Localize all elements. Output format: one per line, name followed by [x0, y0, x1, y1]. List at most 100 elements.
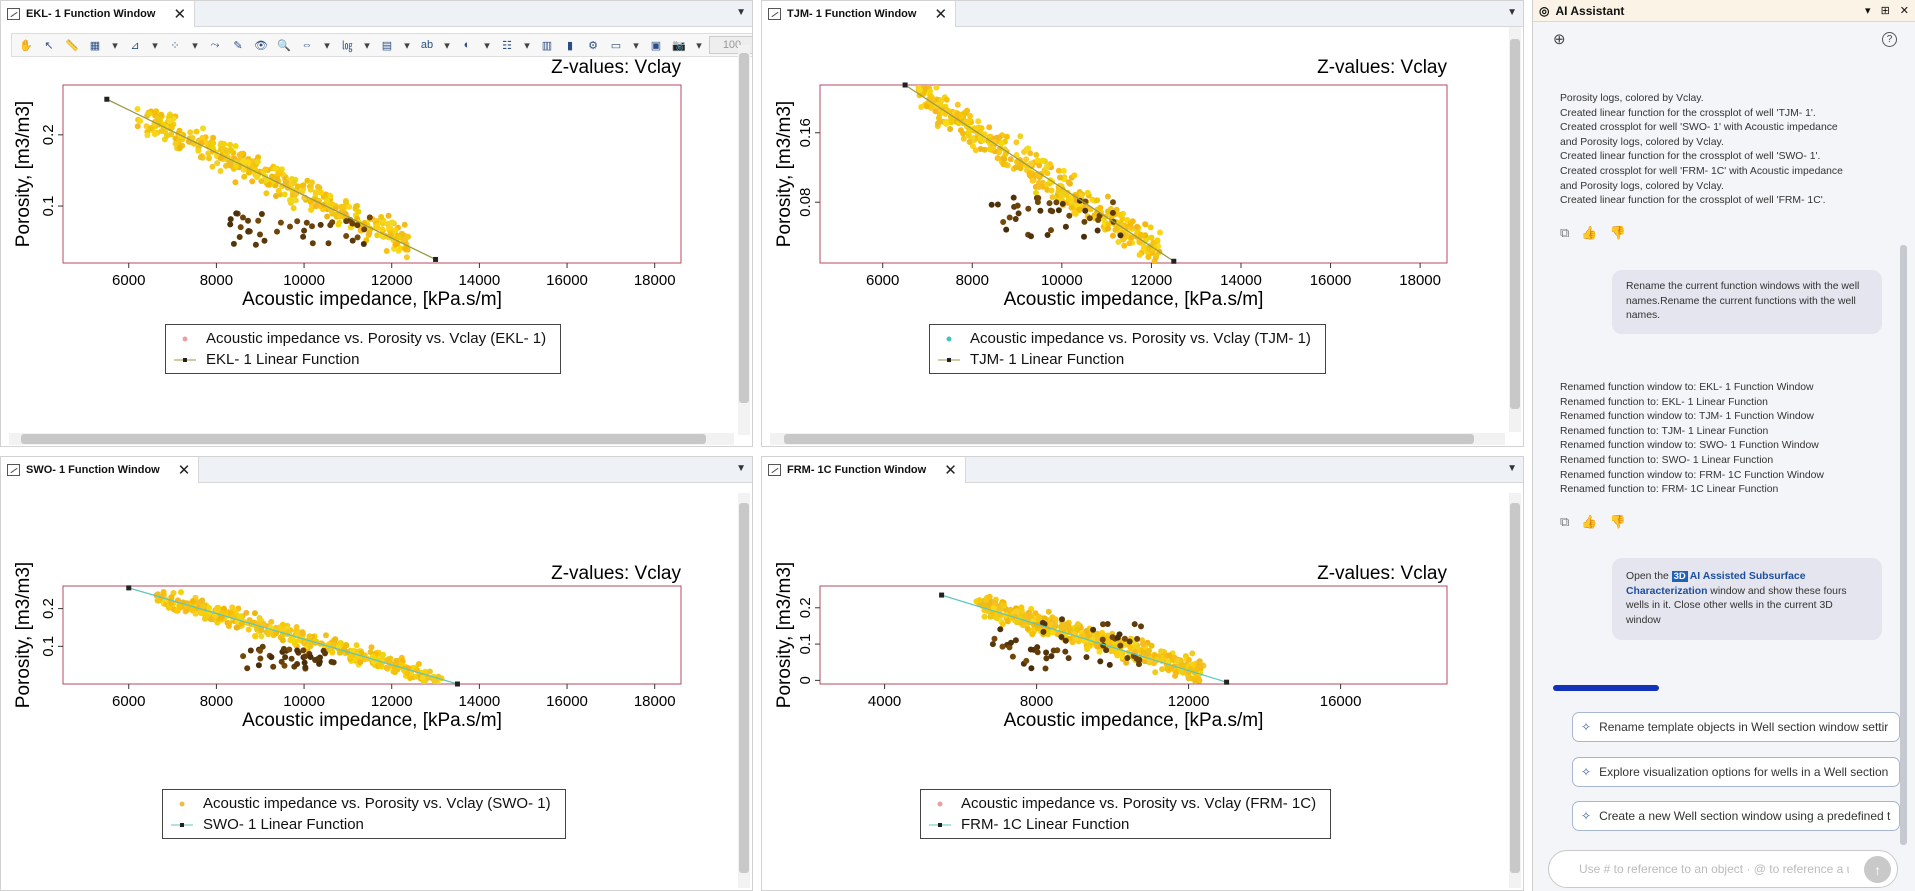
grid-icon[interactable]: ▤	[381, 39, 393, 52]
bar-chart-icon[interactable]: ▥	[541, 39, 553, 52]
data-point-dark	[1117, 232, 1124, 239]
draw-line-icon[interactable]: ✎	[233, 39, 243, 52]
tab-menu-chevron-icon[interactable]: ▼	[736, 7, 746, 18]
data-point	[377, 662, 384, 668]
new-chat-icon[interactable]: ⊕	[1553, 31, 1566, 48]
y-axis-label: Porosity, [m3/m3]	[774, 101, 795, 247]
data-points	[153, 589, 445, 684]
pan-tool-icon[interactable]: ✋	[19, 39, 33, 52]
data-point	[258, 627, 265, 634]
close-icon[interactable]: ✕	[177, 462, 191, 479]
axis-icon[interactable]: ⊿	[130, 39, 140, 52]
settings-icon[interactable]: ⚙	[588, 39, 598, 52]
linear-function-endpoint	[902, 82, 908, 88]
tab-frm-function-window[interactable]: FRM- 1C Function Window ✕	[762, 457, 966, 483]
suggestion-chip[interactable]: ✧ Rename template objects in Well section…	[1572, 712, 1900, 742]
tab-swo-function-window[interactable]: SWO- 1 Function Window ✕	[1, 457, 200, 483]
chevron-down-icon[interactable]: ▾	[524, 39, 530, 52]
select-arrow-icon[interactable]: ↖	[44, 39, 54, 52]
thumbs-up-icon[interactable]: 👍	[1581, 514, 1598, 529]
help-icon[interactable]: ?	[1882, 31, 1897, 47]
column-chart-icon[interactable]: ▮	[566, 39, 574, 52]
copy-icon[interactable]: ⧉	[1560, 225, 1570, 240]
ai-panel-scrollbar[interactable]	[1900, 245, 1907, 845]
y-tick-label: 0.2	[40, 124, 57, 145]
data-point-dark	[1059, 200, 1066, 207]
pin-icon[interactable]: ⊞	[1880, 5, 1890, 17]
horizontal-scrollbar[interactable]	[9, 433, 734, 445]
data-point	[1094, 635, 1101, 642]
data-point	[1096, 648, 1103, 655]
crossplot-chart[interactable]: Z-values: Vclay 6000 8000 10000 12000 14000 16…	[762, 1, 1507, 421]
ruler-icon[interactable]: 📏	[65, 39, 79, 52]
camera-icon[interactable]: 📷	[672, 39, 686, 52]
data-point	[957, 127, 964, 134]
tab-ekl-function-window[interactable]: EKL- 1 Function Window ✕	[1, 1, 196, 27]
chevron-down-icon[interactable]: ▾	[404, 39, 410, 52]
tab-menu-chevron-icon[interactable]: ▼	[1507, 463, 1517, 474]
zoom-icon[interactable]: 🔍	[277, 39, 291, 52]
data-point	[1045, 631, 1051, 638]
data-point	[214, 160, 221, 167]
data-point-dark	[1126, 638, 1133, 645]
color-icon[interactable]: ◐	[463, 39, 471, 51]
data-point	[923, 103, 930, 110]
legend-icon[interactable]: ☷	[502, 39, 512, 52]
tab-menu-chevron-icon[interactable]: ▼	[736, 463, 746, 474]
close-icon[interactable]: ✕	[944, 462, 957, 479]
panel-menu-chevron-icon[interactable]: ▾	[1865, 5, 1871, 17]
chevron-down-icon[interactable]: ▾	[324, 39, 330, 52]
suggestion-chip[interactable]: ✧ Create a new Well section window using …	[1572, 801, 1900, 831]
chevron-down-icon[interactable]: ▾	[364, 39, 370, 52]
thumbs-up-icon[interactable]: 👍	[1581, 225, 1598, 240]
thumbs-down-icon[interactable]: 👎	[1609, 514, 1626, 529]
trend-icon[interactable]: ⤳	[210, 38, 220, 51]
tab-tjm-function-window[interactable]: TJM- 1 Function Window ✕	[762, 1, 957, 27]
data-point	[1029, 177, 1036, 184]
vertical-scrollbar[interactable]	[738, 45, 750, 435]
vertical-scrollbar[interactable]	[738, 493, 750, 888]
data-point	[1139, 232, 1146, 239]
crossplot-chart[interactable]: Z-values: Vclay 4000 8000 12000 16000 0 0.1 0.2…	[762, 501, 1507, 821]
crossplot-chart[interactable]: Z-values: Vclay 6000 8000 10000 12000 14000 16…	[1, 1, 741, 421]
copy-icon[interactable]: ⧉	[1560, 514, 1570, 529]
data-point	[954, 101, 961, 108]
scatter-icon[interactable]: ⁘	[170, 39, 180, 52]
label-icon[interactable]: ab	[420, 39, 434, 51]
close-icon[interactable]: ✕	[173, 6, 187, 23]
chevron-down-icon[interactable]: ▾	[112, 39, 118, 52]
vertical-scrollbar[interactable]	[1509, 27, 1521, 432]
close-icon[interactable]: ✕	[934, 6, 948, 23]
legend-line-marker	[938, 357, 960, 362]
horizontal-scrollbar[interactable]	[770, 433, 1505, 445]
chevron-down-icon[interactable]: ▾	[444, 39, 450, 52]
chevron-down-icon[interactable]: ▾	[633, 39, 639, 52]
chevron-down-icon[interactable]: ▾	[152, 39, 158, 52]
data-point-dark	[280, 645, 287, 652]
chevron-down-icon[interactable]: ▾	[192, 39, 198, 52]
data-point-dark	[991, 635, 998, 642]
window-icon[interactable]: ▭	[610, 39, 622, 52]
tab-menu-chevron-icon[interactable]: ▼	[1507, 7, 1517, 18]
vertical-scrollbar[interactable]	[1509, 493, 1521, 888]
send-button[interactable]: ↑	[1864, 856, 1891, 883]
thumbs-down-icon[interactable]: 👎	[1609, 225, 1626, 240]
suggestion-chip[interactable]: ✧ Explore visualization options for wells…	[1572, 757, 1900, 787]
data-point	[917, 72, 923, 78]
fit-icon[interactable]: ⇔	[301, 39, 313, 51]
data-point	[392, 669, 398, 676]
eye-icon[interactable]: 👁	[254, 39, 268, 52]
chevron-down-icon[interactable]: ▾	[484, 39, 490, 52]
data-point	[217, 155, 224, 162]
log-scale-icon[interactable]: ㏒	[341, 40, 353, 52]
window-link[interactable]: AI Assisted Subsurface Characterization	[1626, 571, 1806, 597]
chevron-down-icon[interactable]: ▾	[696, 39, 702, 52]
user-message: Open the 3D AI Assisted Subsurface Charac…	[1612, 558, 1882, 641]
crossplot-chart[interactable]: Z-values: Vclay 6000 8000 10000 12000 14000 16…	[1, 501, 741, 821]
layout-icon[interactable]: ▣	[650, 39, 662, 52]
histogram-icon[interactable]: ▦	[89, 39, 101, 52]
close-icon[interactable]: ✕	[1899, 5, 1909, 17]
user-message: Rename the current function windows with…	[1612, 270, 1882, 334]
chat-input[interactable]: Use # to reference to an object · @ to r…	[1548, 850, 1898, 888]
data-point	[300, 182, 307, 189]
